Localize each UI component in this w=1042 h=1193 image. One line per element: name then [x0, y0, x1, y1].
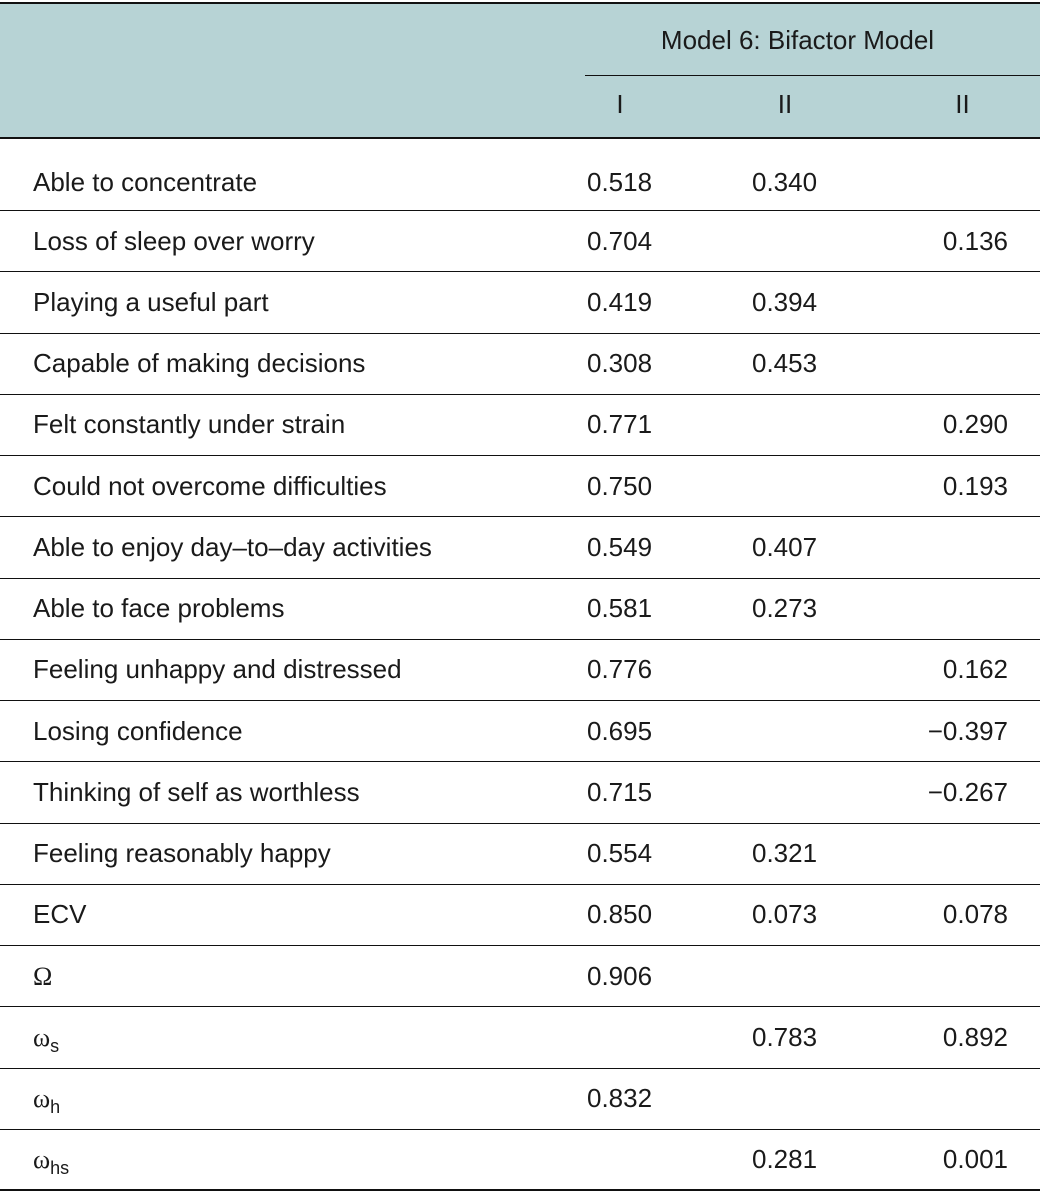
cell-value: 0.783: [752, 1021, 818, 1052]
row-label: Felt constantly under strain: [33, 409, 345, 439]
group-header: Model 6: Bifactor Model: [660, 25, 935, 55]
row-label: ωs: [33, 1022, 59, 1061]
label-text: ω: [33, 1084, 51, 1114]
label-text: Able to enjoy day–to–day activities: [33, 531, 432, 562]
row-rule: [0, 822, 1040, 824]
cell-value: 0.892: [942, 1021, 1008, 1052]
column-header: II: [955, 89, 970, 119]
row-rule: [0, 271, 1040, 273]
cell-value: 0.290: [942, 409, 1008, 440]
cell-value: 0.281: [752, 1144, 818, 1175]
label-text: Able to concentrate: [33, 167, 258, 197]
cell-value: 0.162: [942, 654, 1008, 685]
row-rule: [0, 1006, 1040, 1008]
row-label: Feeling unhappy and distressed: [33, 654, 402, 684]
label-text: Could not overcome difficulties: [33, 470, 387, 501]
row-rule: [0, 455, 1040, 456]
cell-value: 0.340: [752, 167, 818, 197]
cell-value: 0.715: [587, 776, 653, 807]
cell-value: −0.267: [927, 776, 1008, 807]
row-rule: [0, 577, 1040, 579]
row-label: Playing a useful part: [33, 287, 269, 317]
label-text: Able to face problems: [33, 593, 285, 624]
top-rule: [0, 2, 1040, 4]
row-label: Capable of making decisions: [33, 348, 365, 378]
row-label: Thinking of self as worthless: [33, 777, 360, 807]
label-text: ω: [33, 1145, 51, 1175]
label-text: Capable of making decisions: [33, 348, 366, 379]
cell-value: 0.518: [587, 167, 653, 197]
cell-value: 0.321: [752, 838, 818, 869]
row-label: ωhs: [33, 1144, 69, 1183]
label-text: Feeling reasonably happy: [33, 838, 331, 869]
label-text: Loss of sleep over worry: [33, 225, 315, 256]
row-label: ECV: [33, 899, 86, 929]
cell-value: 0.549: [587, 531, 653, 562]
row-rule: [0, 1128, 1040, 1130]
label-text: ECV: [33, 899, 87, 930]
row-label: Ω: [33, 961, 52, 992]
label-text: ω: [33, 1022, 51, 1052]
row-label: ωh: [33, 1083, 60, 1122]
cell-value: 0.750: [587, 470, 653, 501]
cell-value: 0.776: [587, 654, 653, 685]
group-rule: [585, 75, 1040, 76]
row-rule: [0, 945, 1040, 946]
header-rule: [0, 137, 1040, 139]
cell-value: 0.419: [587, 286, 653, 317]
cell-value: 0.073: [752, 899, 818, 930]
row-rule: [0, 393, 1040, 395]
row-label: Loss of sleep over worry: [33, 226, 315, 256]
row-rule: [0, 1067, 1040, 1069]
row-rule: [0, 761, 1040, 763]
label-text: Feeling unhappy and distressed: [33, 654, 402, 685]
cell-value: 0.308: [587, 348, 653, 379]
label-text: Thinking of self as worthless: [33, 776, 360, 807]
cell-value: 0.695: [587, 715, 653, 746]
row-rule: [0, 210, 1040, 211]
cell-value: 0.394: [752, 286, 818, 317]
row-label: Losing confidence: [33, 716, 243, 746]
row-label: Able to concentrate: [33, 167, 257, 197]
column-header: I: [616, 89, 624, 119]
row-rule: [0, 516, 1040, 518]
cell-value: 0.581: [587, 593, 653, 624]
cell-value: 0.407: [752, 531, 818, 562]
row-label: Able to enjoy day–to–day activities: [33, 532, 432, 562]
row-label: Could not overcome difficulties: [33, 471, 387, 501]
cell-value: 0.273: [752, 593, 818, 624]
cell-value: 0.832: [587, 1083, 653, 1114]
cell-value: 0.771: [587, 409, 653, 440]
bottom-rule: [0, 1189, 1040, 1191]
cell-value: 0.136: [942, 225, 1008, 256]
label-text: Losing confidence: [33, 715, 243, 746]
label-text: Ω: [33, 961, 53, 991]
label-text: Playing a useful part: [33, 286, 269, 317]
cell-value: 0.704: [587, 225, 653, 256]
row-rule: [0, 883, 1040, 885]
row-label: Able to face problems: [33, 593, 284, 623]
label-subscript: hs: [50, 1158, 70, 1179]
row-rule: [0, 638, 1040, 640]
label-text: Felt constantly under strain: [33, 409, 346, 440]
cell-value: 0.453: [752, 348, 818, 379]
cell-value: 0.906: [587, 960, 653, 991]
cell-value: −0.397: [927, 715, 1008, 746]
cell-value: 0.001: [942, 1144, 1008, 1175]
cell-value: 0.850: [587, 899, 653, 930]
row-rule: [0, 700, 1040, 701]
row-label: Feeling reasonably happy: [33, 838, 331, 868]
header-background: [0, 3, 1040, 138]
label-subscript: h: [50, 1097, 61, 1118]
label-subscript: s: [50, 1035, 60, 1056]
cell-value: 0.193: [942, 470, 1008, 501]
column-header: II: [777, 89, 793, 119]
cell-value: 0.078: [942, 899, 1008, 930]
cell-value: 0.554: [587, 838, 653, 869]
row-rule: [0, 332, 1040, 334]
